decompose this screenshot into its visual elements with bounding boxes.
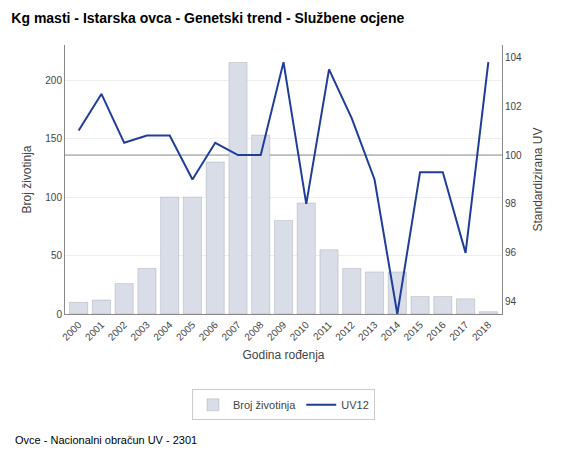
svg-text:104: 104 [505, 52, 522, 63]
svg-text:0: 0 [56, 309, 62, 320]
svg-text:2004: 2004 [151, 319, 175, 343]
svg-text:100: 100 [45, 192, 62, 203]
svg-text:102: 102 [505, 101, 522, 112]
svg-text:Broj životinja: Broj životinja [20, 145, 34, 213]
svg-text:2015: 2015 [401, 319, 425, 343]
svg-text:2014: 2014 [379, 319, 403, 343]
svg-text:96: 96 [505, 247, 517, 258]
svg-text:2003: 2003 [128, 319, 152, 343]
svg-text:2000: 2000 [60, 319, 84, 343]
svg-text:98: 98 [505, 198, 517, 209]
svg-text:2006: 2006 [197, 319, 221, 343]
svg-text:2001: 2001 [83, 319, 107, 343]
svg-text:2017: 2017 [447, 319, 471, 343]
svg-text:2002: 2002 [106, 319, 130, 343]
svg-text:Broj životinja: Broj životinja [233, 399, 296, 411]
svg-text:Ovce - Nacionalni obračun UV -: Ovce - Nacionalni obračun UV - 2301 [15, 434, 197, 446]
svg-text:2016: 2016 [424, 319, 448, 343]
svg-text:2009: 2009 [265, 319, 289, 343]
svg-text:2010: 2010 [288, 319, 312, 343]
svg-text:2008: 2008 [242, 319, 266, 343]
svg-text:2012: 2012 [333, 319, 357, 343]
svg-text:2013: 2013 [356, 319, 380, 343]
svg-text:100: 100 [505, 150, 522, 161]
svg-text:2007: 2007 [219, 319, 243, 343]
svg-text:2018: 2018 [470, 319, 494, 343]
svg-text:200: 200 [45, 75, 62, 86]
svg-text:150: 150 [45, 133, 62, 144]
svg-text:UV12: UV12 [341, 399, 369, 411]
svg-text:94: 94 [505, 296, 517, 307]
svg-text:2011: 2011 [311, 319, 334, 342]
svg-text:Standardizirana UV: Standardizirana UV [531, 127, 545, 231]
svg-text:2005: 2005 [174, 319, 198, 343]
svg-text:50: 50 [51, 250, 63, 261]
svg-text:Godina rođenja: Godina rođenja [242, 348, 324, 362]
svg-text:Kg masti - Istarska ovca - Gen: Kg masti - Istarska ovca - Genetski tren… [11, 10, 404, 26]
